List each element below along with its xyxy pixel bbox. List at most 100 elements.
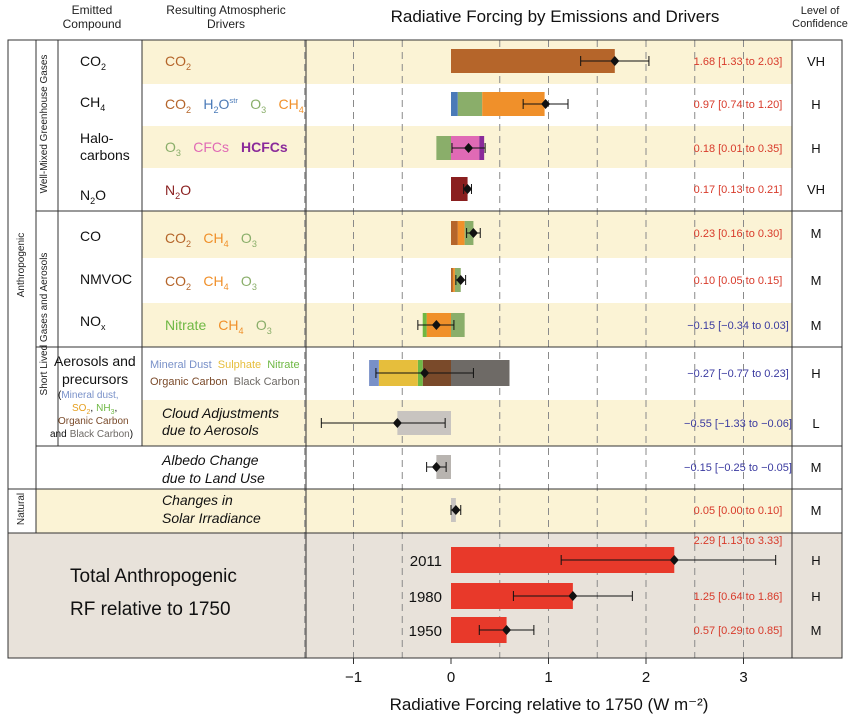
best-estimate-co — [468, 228, 478, 238]
best-estimate-halo — [464, 143, 474, 153]
compound-halocarbons-line1: Halo- — [80, 130, 114, 146]
x-axis-label: Radiative Forcing relative to 1750 (W m⁻… — [390, 695, 709, 714]
compound-n2o: N2O — [80, 187, 106, 206]
anthropogenic-label: Anthropogenic — [16, 233, 27, 298]
drivers-aerosol-line1: Mineral Dust Sulphate Nitrate — [150, 359, 300, 371]
confidence-nmvoc: M — [811, 273, 822, 288]
confidence-nox: M — [811, 318, 822, 333]
compound-aerosols-line2: precursors — [62, 371, 128, 387]
header-drivers-line1: Resulting Atmospheric — [166, 3, 285, 17]
confidence-co: M — [811, 226, 822, 241]
confidence-cloud: L — [812, 416, 819, 431]
bar-n2o-N2O — [451, 177, 468, 201]
header-confidence-line2: Confidence — [792, 18, 848, 30]
compound-co2: CO2 — [80, 53, 106, 72]
bar-nmvoc-CH4 — [452, 268, 455, 292]
cloud-label-line2: due to Aerosols — [162, 422, 259, 438]
x-tick-label: −1 — [345, 669, 362, 686]
bar-ch4-O3 — [457, 92, 483, 116]
driver-labels: CO2 CO2 H2Ostr O3 CH4 O3 CFCs HCFCs N2O CO2… — [150, 53, 304, 388]
drivers-nox: Nitrate CH4 O3 — [165, 317, 272, 336]
header-confidence-line1: Level of — [801, 5, 840, 17]
compound-halocarbons-line2: carbons — [80, 147, 130, 163]
best-estimate-total1950 — [502, 625, 512, 635]
drivers-ch4: CO2 H2Ostr O3 CH4 — [165, 96, 304, 115]
best-estimate-co2 — [610, 56, 620, 66]
aerosol-note-line3: Organic Carbon — [58, 416, 129, 427]
confidence-n2o: VH — [807, 182, 825, 197]
header-drivers-line2: Drivers — [207, 17, 245, 31]
confidence-aerosol: H — [811, 366, 820, 381]
value-co: 0.23 [0.16 to 0.30] — [694, 228, 783, 240]
row-band-nox — [142, 303, 792, 347]
gridlines — [304, 40, 744, 658]
aerosol-note-line1: (Mineral dust, — [58, 390, 119, 401]
header-emitted-line2: Compound — [63, 17, 122, 31]
value-total1950: 0.57 [0.29 to 0.85] — [694, 625, 783, 637]
value-cloud: −0.55 [−1.33 to −0.06] — [684, 418, 792, 430]
value-aerosol: −0.27 [−0.77 to 0.23] — [687, 368, 789, 380]
x-axis: −1 0 1 2 3 — [306, 657, 792, 686]
best-estimate-aerosol — [420, 368, 430, 378]
value-n2o: 0.17 [0.13 to 0.21] — [694, 184, 783, 196]
best-estimate-albedo — [431, 462, 441, 472]
x-tick-label: 0 — [447, 669, 455, 686]
bar-nox-O3 — [451, 313, 465, 337]
bar-co-CH4 — [457, 221, 465, 245]
value-nmvoc: 0.10 [0.05 to 0.15] — [694, 275, 783, 287]
value-albedo: −0.15 [−0.25 to −0.05] — [684, 462, 792, 474]
drivers-n2o: N2O — [165, 182, 191, 201]
bar-nmvoc-CO2 — [451, 268, 453, 292]
cloud-label-line1: Cloud Adjustments — [162, 405, 279, 421]
bar-ch4-H2Ostr — [451, 92, 458, 116]
year-total1980: 1980 — [409, 589, 442, 606]
table-frame — [7, 39, 843, 659]
confidence-solar: M — [811, 503, 822, 518]
compound-aerosols-line1: Aerosols and — [54, 353, 136, 369]
value-ch4: 0.97 [0.74 to 1.20] — [694, 99, 783, 111]
drivers-nmvoc: CO2 CH4 O3 — [165, 273, 257, 292]
solar-label-line2: Solar Irradiance — [162, 510, 261, 526]
value-solar: 0.05 [0.00 to 0.10] — [694, 505, 783, 517]
best-estimate-nmvoc — [456, 275, 466, 285]
total-band — [8, 533, 842, 658]
confidence-halo: H — [811, 141, 820, 156]
confidence-ch4: H — [811, 97, 820, 112]
albedo-label-line2: due to Land Use — [162, 470, 265, 486]
chart-title: Radiative Forcing by Emissions and Drive… — [391, 7, 720, 26]
confidence-total2011: H — [811, 553, 820, 568]
best-estimate-cloud — [392, 418, 402, 428]
best-estimate-ch4 — [541, 99, 551, 109]
x-tick-label: 3 — [739, 669, 747, 686]
bar-aerosol-MineralDust — [369, 360, 379, 386]
value-co2: 1.68 [1.33 to 2.03] — [694, 56, 783, 68]
compound-co: CO — [80, 228, 101, 244]
aerosol-note-line2: SO2, NH3, — [72, 403, 117, 416]
row-band-cloud — [142, 400, 792, 446]
best-estimate-solar — [451, 505, 461, 515]
x-tick-label: 2 — [642, 669, 650, 686]
drivers-co2: CO2 — [165, 53, 191, 72]
value-total2011: 2.29 [1.13 to 3.33] — [694, 535, 783, 547]
year-total1950: 1950 — [409, 623, 442, 640]
bar-halo-O3 — [436, 136, 451, 160]
albedo-label-line1: Albedo Change — [161, 452, 259, 468]
best-estimate-total2011 — [669, 555, 679, 565]
total-label-line2: RF relative to 1750 — [70, 599, 231, 620]
drivers-aerosol-line2: Organic Carbon Black Carbon — [150, 376, 300, 388]
compound-nmvoc: NMVOC — [80, 271, 132, 287]
solar-label-line1: Changes in — [162, 492, 233, 508]
compound-nox: NOx — [80, 313, 106, 332]
compound-ch4: CH4 — [80, 94, 105, 113]
year-total2011: 2011 — [410, 553, 442, 570]
confidence-total1980: H — [811, 589, 820, 604]
drivers-halo: O3 CFCs HCFCs — [165, 139, 288, 158]
chart-marks: 1.68 [1.33 to 2.03] VH 0.97 [0.74 to 1.20]… — [320, 49, 825, 643]
confidence-albedo: M — [811, 460, 822, 475]
value-nox: −0.15 [−0.34 to 0.03] — [687, 320, 789, 332]
slgas-label: Short Lived Gases and Aerosols — [39, 253, 50, 396]
total-label-line1: Total Anthropogenic — [70, 566, 237, 587]
best-estimate-n2o — [463, 184, 473, 194]
best-estimate-nox — [431, 320, 441, 330]
